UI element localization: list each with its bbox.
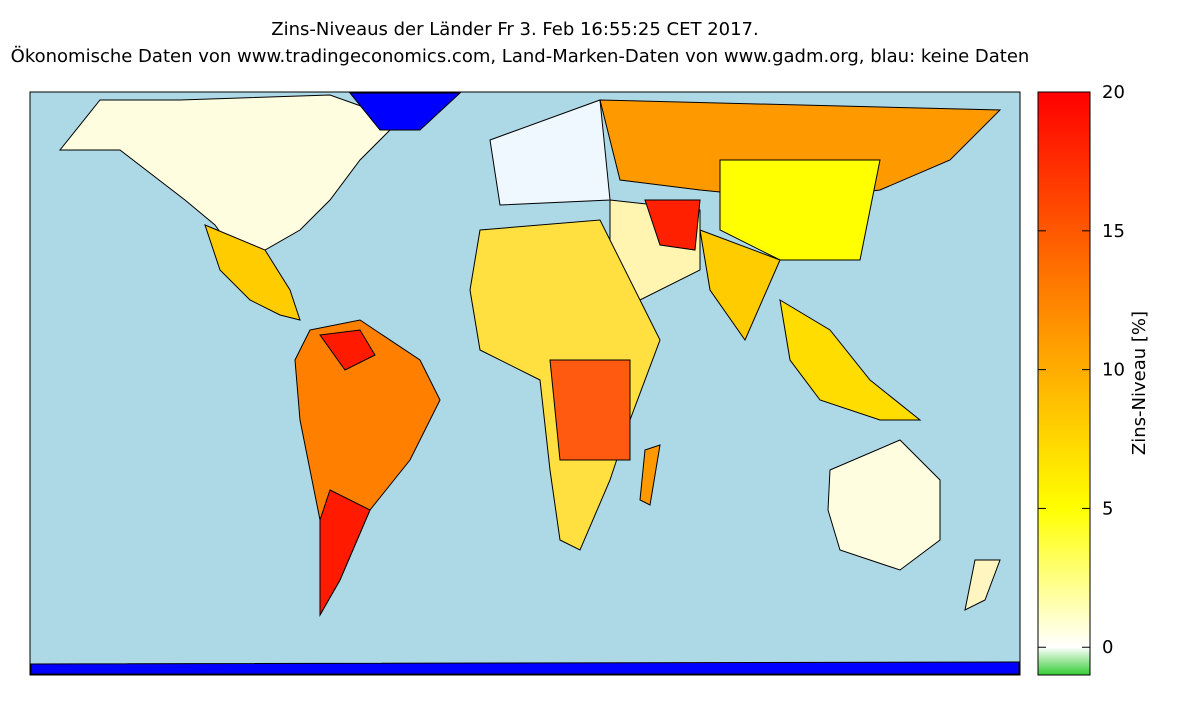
tick-label: 10	[1102, 360, 1125, 381]
world-map	[29, 91, 1021, 676]
central-africa	[549, 359, 631, 461]
greenland	[348, 92, 462, 131]
madagascar	[639, 444, 661, 506]
tick-label: 20	[1102, 82, 1125, 103]
antarctica	[30, 661, 1020, 675]
argentina	[319, 489, 371, 617]
map-subtitle: Ökonomische Daten von www.tradingeconomi…	[11, 45, 1030, 67]
southeast-asia	[779, 299, 922, 421]
tick-label: 5	[1102, 498, 1113, 519]
north-america	[58, 94, 401, 261]
india	[699, 229, 781, 342]
venezuela	[319, 329, 376, 371]
tick-label: 0	[1102, 637, 1113, 658]
australia	[827, 439, 941, 571]
central-america	[204, 224, 301, 321]
tick-label: 15	[1102, 221, 1125, 242]
colorbar-label: Zins-Niveau [%]	[1129, 311, 1150, 455]
new-zealand	[964, 559, 1001, 611]
iran	[644, 199, 701, 251]
colorbar-scale	[1037, 91, 1091, 676]
colorbar: Zins-Niveau [%] 0 5 10 15 20	[1037, 82, 1150, 676]
map-title: Zins-Niveaus der Länder Fr 3. Feb 16:55:…	[271, 19, 758, 40]
china	[719, 159, 881, 261]
